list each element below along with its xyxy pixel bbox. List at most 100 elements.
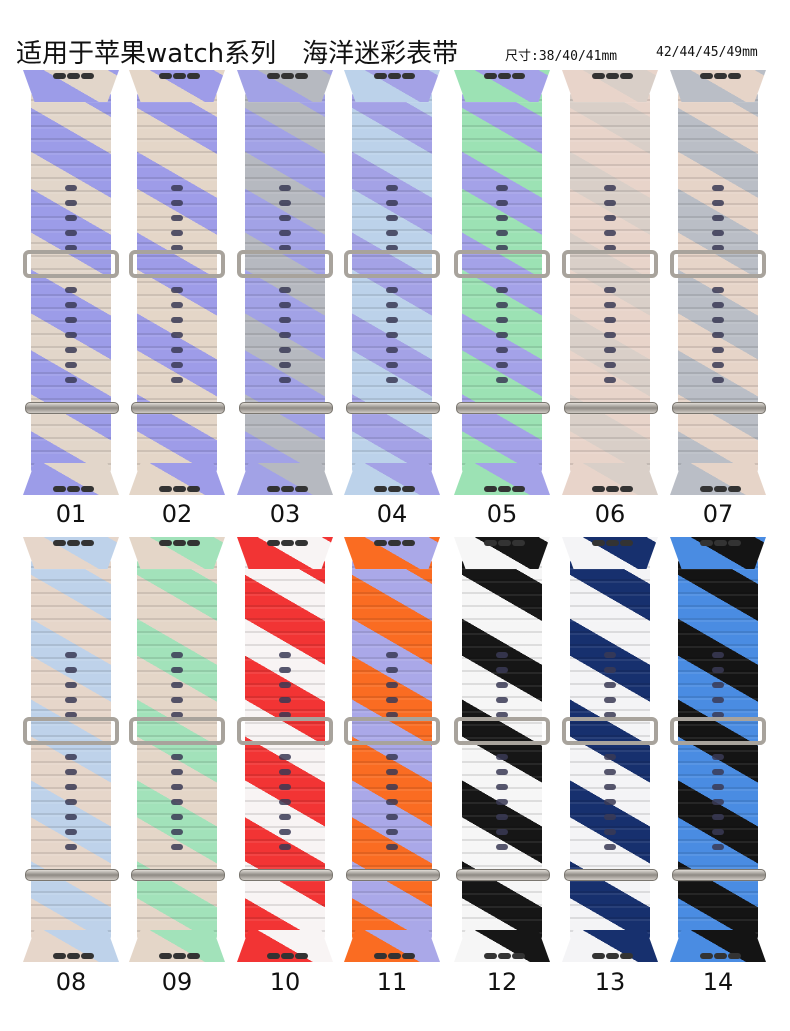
keeper-loop	[239, 402, 333, 414]
strap-lug-top	[23, 537, 119, 569]
strap-hole	[65, 769, 77, 775]
strap-hole	[65, 347, 77, 353]
size-label: 尺寸:38/40/41mm	[505, 49, 618, 64]
lug-pin	[592, 486, 605, 492]
strap-hole	[65, 200, 77, 206]
strap-hole	[712, 769, 724, 775]
strap-hole	[279, 754, 291, 760]
strap-hole	[386, 754, 398, 760]
strap-hole	[65, 215, 77, 221]
watch-strap	[237, 537, 333, 962]
buckle-loop	[454, 717, 550, 745]
strap-hole	[171, 667, 183, 673]
strap-hole	[712, 377, 724, 383]
strap-number: 12	[486, 968, 518, 996]
strap-hole	[279, 185, 291, 191]
strap-hole	[386, 215, 398, 221]
strap-hole	[496, 302, 508, 308]
strap-hole	[496, 317, 508, 323]
lug-pin	[606, 953, 619, 959]
strap-hole	[279, 302, 291, 308]
lug-pin	[402, 540, 415, 546]
strap-hole	[604, 215, 616, 221]
strap-lug-bot	[237, 930, 333, 962]
lug-pin	[159, 486, 172, 492]
strap-ridges	[137, 90, 217, 475]
subtitle-text: 海洋迷彩表带	[302, 39, 459, 69]
strap-lug-bot	[562, 463, 658, 495]
strap-hole	[65, 317, 77, 323]
strap-hole	[65, 230, 77, 236]
watch-strap	[670, 537, 766, 962]
strap-ridges	[31, 557, 111, 942]
lug-pin	[159, 953, 172, 959]
strap-hole	[65, 667, 77, 673]
strap-hole	[712, 317, 724, 323]
lug-pin	[402, 73, 415, 79]
strap-ridges	[137, 557, 217, 942]
strap-ridges	[352, 557, 432, 942]
strap-hole	[279, 362, 291, 368]
keeper-loop	[25, 869, 119, 881]
lug-pin	[700, 73, 713, 79]
lug-pin	[620, 73, 633, 79]
buckle-loop	[562, 717, 658, 745]
lug-pin	[267, 953, 280, 959]
lug-pin	[714, 540, 727, 546]
lug-pin	[402, 486, 415, 492]
strap-hole	[279, 667, 291, 673]
strap-hole	[712, 829, 724, 835]
lug-pin	[606, 486, 619, 492]
strap-band	[245, 557, 325, 942]
keeper-loop	[456, 402, 550, 414]
strap-ridges	[462, 90, 542, 475]
strap-hole	[604, 829, 616, 835]
lug-pin	[402, 953, 415, 959]
lug-pin	[67, 953, 80, 959]
watch-strap	[454, 537, 550, 962]
strap-hole	[65, 245, 77, 251]
strap-hole	[65, 829, 77, 835]
strap-hole	[65, 287, 77, 293]
lug-pin	[484, 540, 497, 546]
strap-lug-bot	[129, 930, 225, 962]
strap-hole	[386, 317, 398, 323]
strap-band	[352, 557, 432, 942]
lug-pin	[388, 953, 401, 959]
lug-pin	[187, 540, 200, 546]
strap-number: 05	[486, 500, 518, 528]
strap-hole	[279, 230, 291, 236]
buckle-loop	[237, 717, 333, 745]
lug-pin	[267, 540, 280, 546]
keeper-loop	[672, 402, 766, 414]
lug-pin	[484, 73, 497, 79]
strap-number: 06	[594, 500, 626, 528]
strap-ridges	[352, 90, 432, 475]
strap-hole	[171, 230, 183, 236]
strap-hole	[496, 200, 508, 206]
lug-pin	[606, 73, 619, 79]
strap-hole	[279, 652, 291, 658]
lug-pin	[295, 953, 308, 959]
watch-strap	[562, 70, 658, 495]
strap-ridges	[678, 557, 758, 942]
strap-lug-bot	[344, 463, 440, 495]
keeper-loop	[131, 402, 225, 414]
strap-hole	[712, 287, 724, 293]
strap-hole	[386, 302, 398, 308]
strap-hole	[496, 377, 508, 383]
strap-lug-top	[670, 70, 766, 102]
lug-pin	[620, 953, 633, 959]
strap-lug-top	[454, 70, 550, 102]
strap-hole	[604, 844, 616, 850]
strap-hole	[171, 784, 183, 790]
strap-ridges	[570, 90, 650, 475]
strap-hole	[65, 185, 77, 191]
lug-pin	[53, 73, 66, 79]
lug-pin	[728, 73, 741, 79]
strap-lug-top	[129, 537, 225, 569]
strap-lug-top	[454, 537, 550, 569]
strap-hole	[386, 667, 398, 673]
strap-band	[137, 90, 217, 475]
watch-strap	[237, 70, 333, 495]
